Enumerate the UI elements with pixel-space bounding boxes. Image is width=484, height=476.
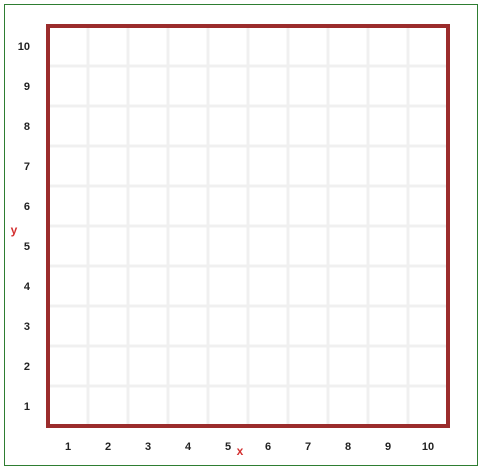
y-tick-label: 1 [24, 401, 30, 413]
y-tick-label: 2 [24, 361, 30, 373]
y-tick-label: 10 [18, 41, 30, 53]
grid-lines [48, 26, 448, 426]
y-tick-label: 3 [24, 321, 30, 333]
y-axis-label: y [11, 223, 18, 237]
y-tick-label: 7 [24, 161, 30, 173]
x-tick-label: 6 [265, 441, 271, 453]
x-tick-label: 2 [105, 441, 111, 453]
x-tick-label: 7 [305, 441, 311, 453]
x-tick-label: 1 [65, 441, 71, 453]
x-tick-label: 5 [225, 441, 231, 453]
x-tick-label: 10 [422, 441, 434, 453]
y-tick-labels: 1 2 3 4 5 6 7 8 9 10 [18, 41, 31, 413]
x-tick-label: 4 [185, 441, 192, 453]
y-tick-label: 6 [24, 201, 30, 213]
y-tick-label: 9 [24, 81, 30, 93]
y-tick-label: 5 [24, 241, 30, 253]
app-frame [4, 4, 478, 466]
x-tick-labels: 1 2 3 4 5 6 7 8 9 10 [65, 441, 434, 453]
y-tick-label: 8 [24, 121, 30, 133]
x-axis-label: x [237, 444, 244, 458]
plot-area-border[interactable] [46, 24, 450, 428]
x-tick-label: 9 [385, 441, 391, 453]
y-tick-label: 4 [24, 281, 31, 293]
x-tick-label: 3 [145, 441, 151, 453]
x-tick-label: 8 [345, 441, 351, 453]
